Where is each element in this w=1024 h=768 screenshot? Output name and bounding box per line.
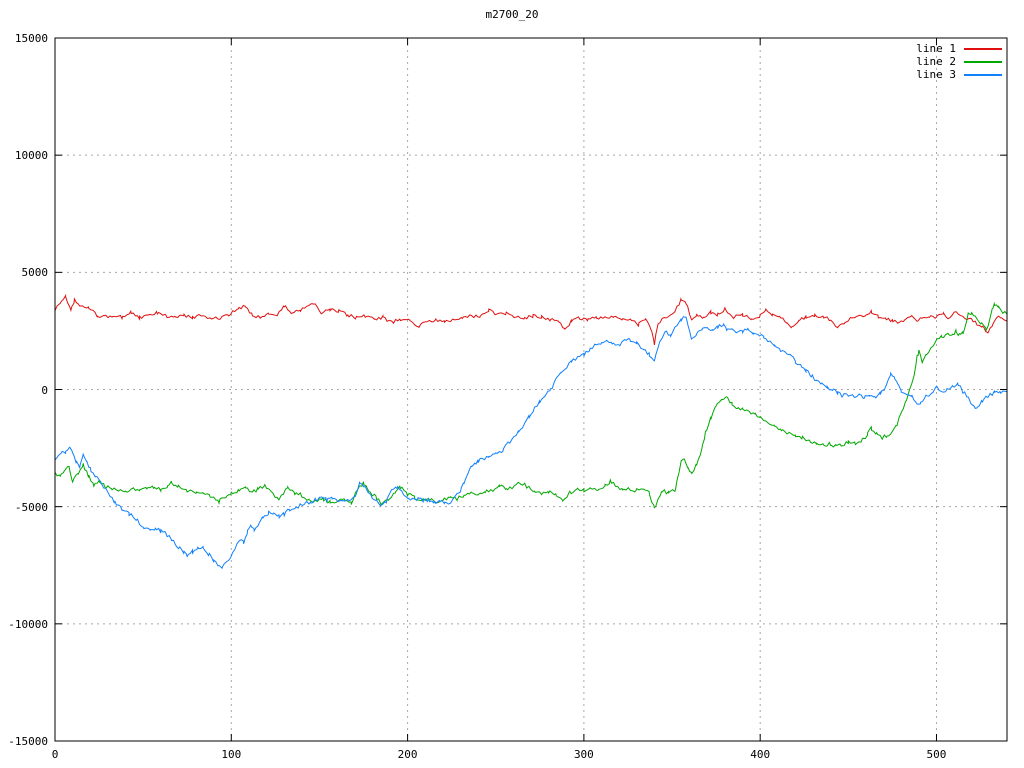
y-axis-tick-label: -5000 [14,500,48,514]
y-axis-tick-label: 10000 [14,149,48,163]
x-axis-tick-label: 200 [397,748,418,761]
y-axis-tick-label: -15000 [8,735,48,748]
legend-item: line 1 [916,42,1002,55]
legend-label: line 1 [916,42,956,55]
x-axis-tick-label: 500 [926,748,947,761]
series-line-2 [54,301,1008,509]
legend-item: line 2 [916,55,1002,68]
legend-line-sample-red [964,47,1002,50]
series-line-3 [54,316,1008,570]
legend-item: line 3 [916,68,1002,81]
legend-label: line 3 [916,68,956,81]
x-axis-tick-label: 0 [51,748,59,761]
legend-line-sample-green [964,60,1002,63]
legend-line-sample-blue [964,73,1002,76]
y-axis-tick-label: 0 [41,383,48,397]
chart-title: m2700_20 [485,8,539,21]
x-axis-tick-label: 100 [221,748,242,761]
series-line-1 [54,293,1008,345]
legend: line 1 line 2 line 3 [916,42,1002,81]
x-axis-tick-label: 400 [750,748,771,761]
y-axis-tick-label: -10000 [8,617,48,631]
y-axis-tick-label: 5000 [21,266,49,280]
legend-label: line 2 [916,55,956,68]
x-axis-tick-label: 300 [573,748,594,761]
y-axis-tick-label: 15000 [14,32,48,45]
